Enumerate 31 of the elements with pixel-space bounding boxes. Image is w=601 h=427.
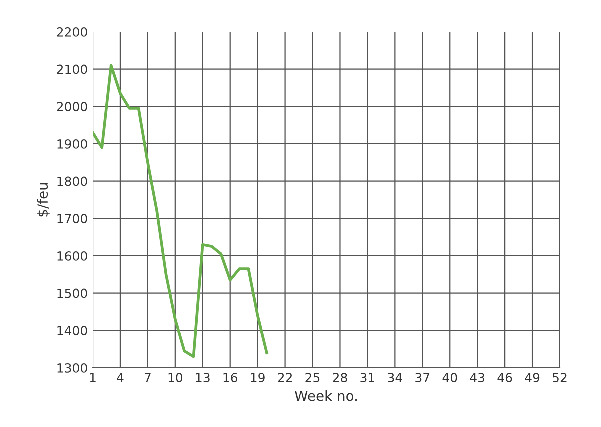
x-tick-label: 28 (333, 373, 348, 383)
x-tick-label: 49 (525, 373, 540, 383)
y-tick-label: 2100 (57, 64, 88, 74)
x-tick-label: 10 (168, 373, 183, 383)
y-tick-label: 1400 (58, 326, 88, 336)
y-tick-label: 1300 (58, 363, 88, 373)
x-tick-label: 4 (117, 373, 124, 382)
x-tick-label: 37 (416, 373, 430, 383)
x-tick-label: 7 (144, 373, 151, 382)
x-tick-label: 25 (306, 373, 320, 383)
x-tick-label: 16 (224, 373, 238, 383)
y-axis-title: $/feu (37, 183, 50, 217)
y-tick-label: 1500 (58, 288, 88, 298)
y-tick-label: 1800 (58, 176, 88, 186)
x-tick-label: 1 (90, 373, 96, 382)
x-tick-label: 34 (388, 373, 402, 383)
x-tick-label: 31 (360, 373, 375, 383)
x-tick-label: 43 (470, 373, 485, 383)
x-axis-title: Week no. (294, 390, 357, 402)
x-tick-label: 52 (553, 373, 567, 383)
line-series (93, 64, 268, 358)
x-tick-label: 22 (278, 373, 292, 382)
y-tick-label: 1700 (58, 214, 88, 224)
y-tick-label: 2000 (57, 102, 88, 112)
y-tick-label: 2200 (57, 27, 88, 37)
x-tick-label: 46 (498, 373, 512, 383)
x-tick-label: 13 (196, 373, 210, 383)
x-tick-label: 19 (251, 373, 265, 383)
y-tick-label: 1900 (58, 139, 88, 149)
x-tick-label: 40 (442, 373, 458, 383)
y-tick-label: 1600 (58, 251, 88, 261)
